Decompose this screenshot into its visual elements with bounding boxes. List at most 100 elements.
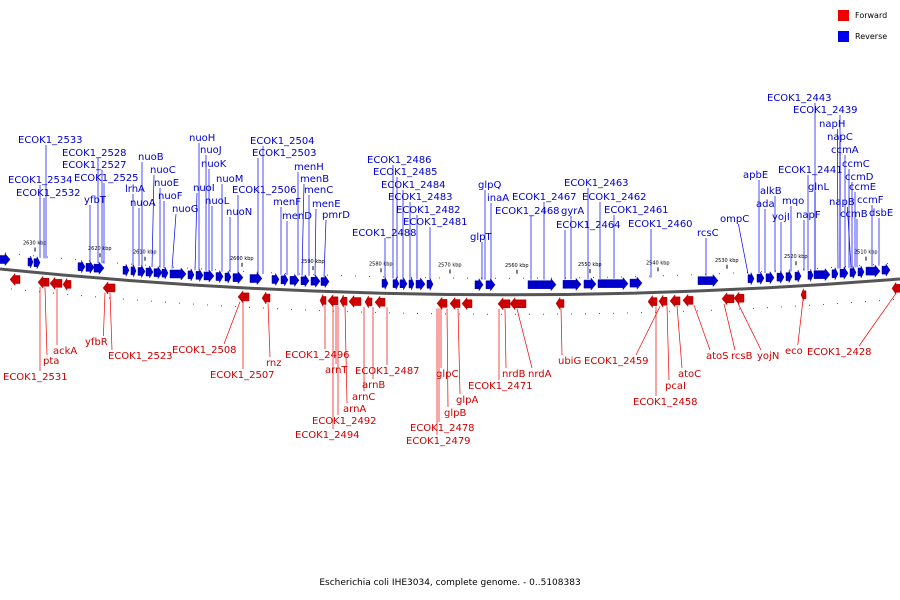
reverse-gene: [807, 269, 814, 282]
reverse-gene-label: ECOK1_2467: [512, 192, 577, 203]
reverse-gene: [130, 264, 137, 277]
scale-dot: [487, 313, 488, 315]
forward-gene-label: atoS: [706, 351, 729, 362]
tick-label: 2520 kbp: [784, 254, 808, 260]
forward-gene: [339, 294, 348, 309]
reverse-gene-label: menD: [282, 211, 312, 222]
forward-gene-label: ECOK1_2459: [584, 356, 649, 367]
reverse-gene: [93, 261, 105, 275]
forward-gene: [449, 296, 461, 311]
scale-dot: [383, 276, 384, 278]
scale-dot: [879, 300, 880, 302]
reverse-swatch: [838, 31, 849, 42]
reverse-gene-label: ECOK1_2468: [495, 206, 560, 217]
reverse-gene-label: rcsC: [697, 228, 719, 239]
scale-dot: [417, 312, 418, 314]
reverse-gene: [399, 276, 408, 291]
leader-line: [109, 293, 113, 351]
scale-dot: [781, 306, 782, 308]
reverse-gene-label: ECOK1_2506: [232, 185, 297, 196]
reverse-gene-label: ECOK1_2485: [373, 167, 438, 178]
tick-label: 2510 kbp: [854, 250, 878, 256]
reverse-gene-label: yojI: [772, 212, 790, 223]
leader-line: [103, 292, 106, 337]
scale-dot: [711, 309, 712, 311]
scale-dot: [473, 313, 474, 315]
leader-line: [314, 208, 317, 277]
scale-dot: [817, 267, 818, 269]
scale-dot: [753, 307, 754, 309]
scale-dot: [397, 276, 398, 278]
forward-gene: [658, 294, 668, 309]
reverse-gene-label: menB: [300, 174, 329, 185]
scale-dot: [621, 276, 622, 278]
leader-line: [516, 308, 533, 369]
forward-gene-label: ECOK1_2479: [406, 436, 471, 447]
scale-dot: [201, 268, 202, 270]
scale-dot: [257, 271, 258, 273]
reverse-gene: [426, 278, 434, 291]
scale-dot: [67, 293, 68, 295]
reverse-gene: [122, 264, 130, 277]
tick-label: 2530 kbp: [715, 258, 739, 264]
scale-dot: [613, 312, 614, 314]
reverse-gene: [145, 265, 154, 279]
forward-gene-label: glpA: [456, 395, 478, 406]
reverse-gene: [794, 269, 802, 283]
forward-gene-label: ECOK1_2492: [312, 416, 377, 427]
scale-dot: [775, 270, 776, 272]
forward-gene: [891, 281, 900, 296]
scale-dot: [467, 277, 468, 279]
scale-dot: [249, 306, 250, 308]
reverse-gene: [215, 269, 224, 284]
reverse-gene-label: nuoN: [226, 207, 252, 218]
reverse-gene-label: napB: [829, 197, 855, 208]
reverse-gene: [320, 274, 330, 289]
scale-dot: [137, 299, 138, 301]
leader-line: [837, 128, 839, 269]
forward-gene: [374, 295, 386, 309]
reverse-gene-label: ECOK1_2462: [582, 192, 647, 203]
reverse-gene: [161, 266, 169, 280]
scale-dot: [663, 275, 664, 277]
reverse-gene: [392, 277, 400, 290]
forward-gene-label: rcsB: [731, 351, 753, 362]
scale-dot: [515, 313, 516, 315]
scale-dot: [887, 263, 888, 265]
scale-dot: [39, 291, 40, 293]
forward-gene-label: nrdA: [528, 369, 552, 380]
scale-dot: [305, 309, 306, 311]
forward-gene-label: glpB: [444, 408, 466, 419]
tick-label: 2550 kbp: [578, 262, 602, 268]
scale-dot: [873, 264, 874, 266]
reverse-gene-label: ECOK1_2503: [252, 148, 317, 159]
forward-gene: [509, 297, 527, 311]
scale-dot: [655, 311, 656, 313]
scale-dot: [607, 276, 608, 278]
scale-dot: [851, 302, 852, 304]
forward-gene: [669, 294, 681, 308]
tick-label: 2540 kbp: [646, 260, 670, 266]
leader-line: [676, 305, 683, 369]
leader-line: [323, 219, 327, 277]
leader-line: [737, 303, 762, 351]
leader-line: [344, 306, 348, 404]
reverse-gene-label: nuoC: [150, 165, 176, 176]
scale-ticks: 2630 kbp 2620 kbp 2610 kbp 2600 kbp 2590 kbp…: [5, 240, 894, 315]
scale-dot: [11, 288, 12, 290]
reverse-gene-label: ECOK1_2481: [403, 217, 468, 228]
reverse-gene: [881, 263, 891, 277]
reverse-gene: [381, 277, 389, 290]
reverse-gene: [776, 270, 785, 285]
scale-dot: [809, 304, 810, 306]
forward-gene-label: pcaI: [665, 381, 686, 392]
forward-gene-label: ackA: [53, 346, 77, 357]
map-caption: Escherichia coli IHE3034, complete genom…: [319, 578, 581, 588]
reverse-gene: [485, 278, 496, 292]
scale-dot: [165, 301, 166, 303]
gene-features: [0, 252, 900, 311]
genome-backbone: [0, 267, 900, 297]
reverse-gene-label: pmrD: [322, 210, 350, 221]
reverse-gene-label: glnL: [808, 182, 829, 193]
scale-dot: [291, 308, 292, 310]
